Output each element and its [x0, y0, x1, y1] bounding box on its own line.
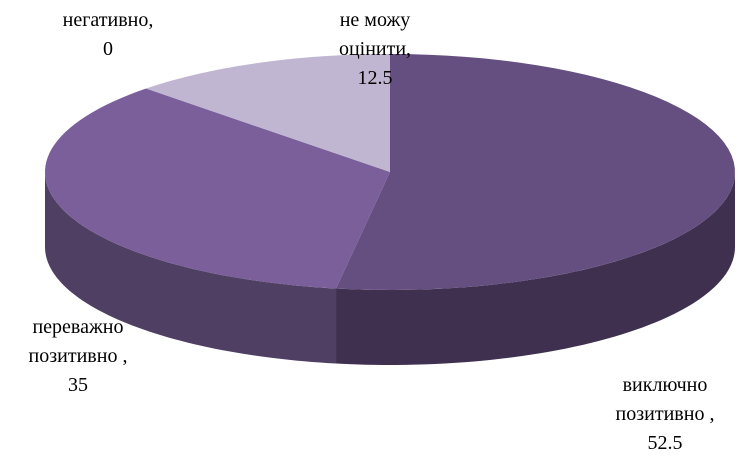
data-label: виключно позитивно , 52.5: [595, 371, 735, 458]
data-label: негативно, 0: [38, 6, 178, 64]
slice: [45, 88, 390, 289]
slice-side: [45, 172, 337, 364]
slice-side: [336, 172, 735, 365]
slice: [336, 54, 735, 290]
data-label: переважно позитивно , 35: [8, 313, 148, 400]
label-value: 52.5: [647, 432, 683, 454]
slice: [146, 54, 390, 172]
label-value: 0: [103, 38, 113, 60]
label-category: негативно,: [62, 9, 154, 31]
data-label: не можу оцінити, 12.5: [305, 6, 445, 93]
label-category: не можу оцінити,: [338, 9, 412, 60]
label-value: 35: [68, 374, 88, 396]
label-category: виключно позитивно ,: [615, 374, 715, 425]
label-category: переважно позитивно ,: [28, 316, 128, 367]
label-value: 12.5: [357, 67, 393, 89]
